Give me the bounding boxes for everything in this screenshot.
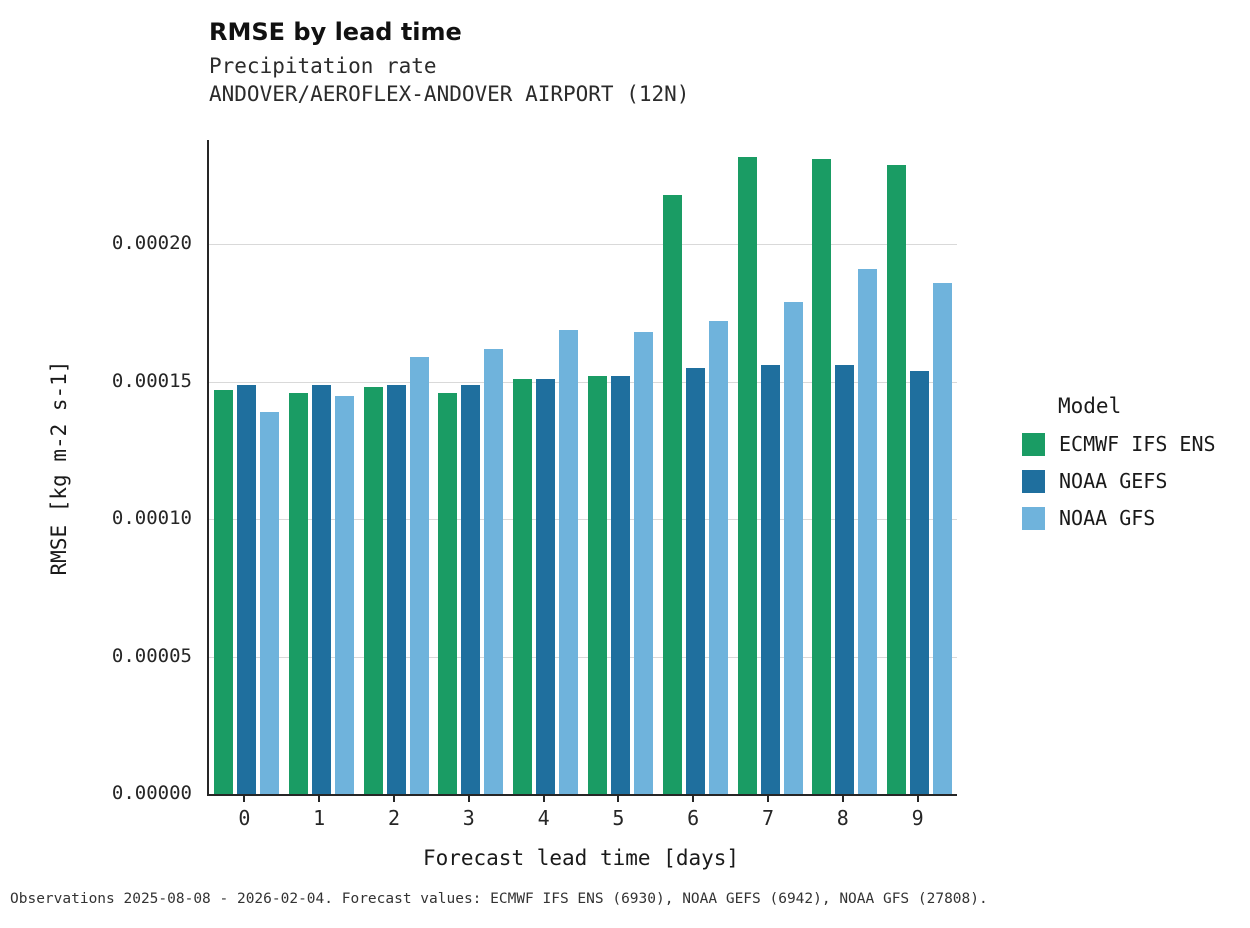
y-axis-label: RMSE [kg m-2 s-1] <box>47 360 71 576</box>
gridline <box>209 244 957 246</box>
x-tick-label: 7 <box>761 806 775 830</box>
x-tick-mark <box>467 796 470 802</box>
chart-subtitle-station: ANDOVER/AEROFLEX-ANDOVER AIRPORT (12N) <box>209 82 690 106</box>
x-tick-label: 8 <box>836 806 849 830</box>
bar-noaa-gfs-lead6 <box>708 321 728 794</box>
y-tick-label: 0.00010 <box>111 507 192 530</box>
y-tick-label: 0.00015 <box>111 369 192 392</box>
x-tick-label: 4 <box>537 806 550 830</box>
bar-noaa-gefs-lead3 <box>461 384 481 794</box>
bar-ecmwf-ifs-ens-lead3 <box>438 392 458 794</box>
x-tick-mark <box>393 796 395 802</box>
x-tick-mark <box>542 796 545 802</box>
legend-swatch <box>1022 506 1045 530</box>
plot-area <box>207 140 957 796</box>
x-tick-mark <box>841 796 844 802</box>
bar-noaa-gfs-lead5 <box>633 332 653 794</box>
bar-ecmwf-ifs-ens-lead5 <box>587 376 607 794</box>
x-tick-mark <box>916 796 919 802</box>
bar-ecmwf-ifs-ens-lead6 <box>662 194 682 794</box>
bar-noaa-gefs-lead4 <box>536 379 556 794</box>
bar-noaa-gfs-lead0 <box>259 412 279 794</box>
bar-noaa-gefs-lead1 <box>311 384 331 794</box>
legend-label: NOAA GEFS <box>1059 469 1168 493</box>
x-tick-label: 2 <box>387 806 401 830</box>
x-tick-label: 6 <box>687 806 700 830</box>
x-tick-label: 0 <box>238 806 251 830</box>
x-tick-label: 5 <box>612 806 625 830</box>
x-tick-label: 1 <box>313 806 326 830</box>
chart-subtitle-variable: Precipitation rate <box>209 54 437 78</box>
bar-noaa-gefs-lead8 <box>835 365 855 794</box>
footer-note: Observations 2025-08-08 - 2026-02-04. Fo… <box>10 891 988 907</box>
legend-label: ECMWF IFS ENS <box>1059 432 1216 456</box>
bar-noaa-gfs-lead7 <box>783 302 803 794</box>
bar-ecmwf-ifs-ens-lead2 <box>363 387 383 794</box>
x-axis-label: Forecast lead time [days] <box>422 846 740 870</box>
bar-noaa-gefs-lead0 <box>236 384 256 794</box>
y-tick-label: 0.00020 <box>111 232 192 255</box>
bar-ecmwf-ifs-ens-lead0 <box>213 390 233 794</box>
y-tick-label: 0.00005 <box>111 644 192 667</box>
bar-noaa-gefs-lead2 <box>386 384 406 794</box>
x-tick-mark <box>318 796 321 802</box>
bar-ecmwf-ifs-ens-lead7 <box>737 156 757 794</box>
bar-noaa-gefs-lead9 <box>910 370 930 794</box>
bar-noaa-gfs-lead8 <box>858 269 878 794</box>
legend-title: Model <box>1058 394 1122 418</box>
bar-noaa-gfs-lead2 <box>409 357 429 794</box>
legend: Model ECMWF IFS ENS NOAA GEFS NOAA GFS <box>1022 394 1216 543</box>
bar-ecmwf-ifs-ens-lead8 <box>812 159 832 794</box>
bar-noaa-gfs-lead3 <box>484 348 504 794</box>
bar-noaa-gefs-lead5 <box>610 376 630 794</box>
y-tick-label: 0.00000 <box>111 782 192 804</box>
legend-label: NOAA GFS <box>1059 506 1156 530</box>
legend-item-noaa-gefs: NOAA GEFS <box>1022 469 1216 493</box>
bar-noaa-gfs-lead9 <box>933 282 953 794</box>
bar-ecmwf-ifs-ens-lead1 <box>288 392 308 794</box>
bar-noaa-gfs-lead4 <box>559 329 579 794</box>
x-tick-label: 3 <box>462 806 475 830</box>
x-tick-label: 9 <box>911 806 924 830</box>
legend-swatch <box>1022 432 1045 456</box>
bar-noaa-gefs-lead7 <box>760 365 780 794</box>
legend-item-noaa-gfs: NOAA GFS <box>1022 506 1216 530</box>
chart-title: RMSE by lead time <box>209 18 462 46</box>
bar-noaa-gefs-lead6 <box>685 368 705 794</box>
gridline <box>209 381 957 383</box>
bar-ecmwf-ifs-ens-lead4 <box>513 379 533 794</box>
x-tick-mark <box>243 796 246 802</box>
x-tick-mark <box>617 796 620 802</box>
gridline <box>209 656 957 658</box>
legend-items: ECMWF IFS ENS NOAA GEFS NOAA GFS <box>1022 432 1216 530</box>
legend-item-ecmwf-ifs-ens: ECMWF IFS ENS <box>1022 432 1216 456</box>
gridline <box>209 519 957 521</box>
x-tick-mark <box>767 796 769 802</box>
bar-noaa-gfs-lead1 <box>334 395 354 794</box>
legend-swatch <box>1022 469 1045 493</box>
x-tick-mark <box>692 796 695 802</box>
bar-ecmwf-ifs-ens-lead9 <box>887 164 907 794</box>
